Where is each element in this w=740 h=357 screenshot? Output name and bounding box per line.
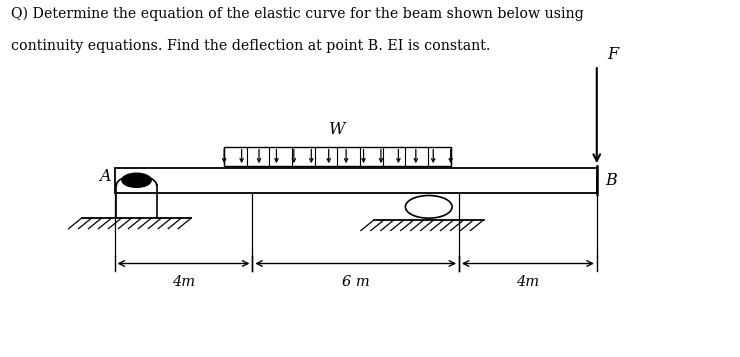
Text: Q) Determine the equation of the elastic curve for the beam shown below using: Q) Determine the equation of the elastic… <box>11 7 584 21</box>
Text: B: B <box>605 172 617 189</box>
Text: 4m: 4m <box>517 275 539 289</box>
Circle shape <box>406 196 452 218</box>
Bar <box>115 168 596 193</box>
Text: 4m: 4m <box>172 275 195 289</box>
Circle shape <box>122 173 151 187</box>
Text: continuity equations. Find the deflection at point B. EI is constant.: continuity equations. Find the deflectio… <box>11 39 491 52</box>
Text: W: W <box>329 121 346 138</box>
Text: F: F <box>608 46 619 64</box>
Bar <box>224 147 451 166</box>
Text: 6 m: 6 m <box>342 275 369 289</box>
Text: A: A <box>99 168 111 185</box>
